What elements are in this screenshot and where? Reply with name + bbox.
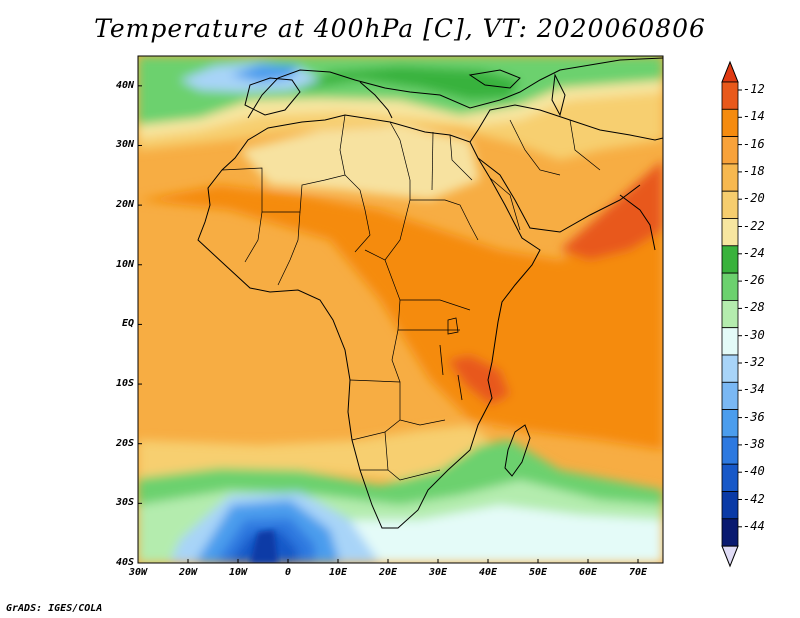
plot-frame — [137, 55, 664, 564]
lon-tick-label: 20E — [378, 567, 398, 578]
colorbar-label: -40 — [743, 464, 765, 479]
lat-tick-label: 10N — [115, 258, 134, 270]
lat-tick-label: 20N — [115, 199, 134, 211]
colorbar-segment — [721, 245, 739, 274]
lon-tick-label: 30E — [428, 567, 448, 578]
iberia — [244, 77, 301, 116]
field-red-eastafrica — [448, 355, 510, 405]
coastlines — [197, 57, 663, 529]
field-southern-light — [138, 425, 490, 480]
colorbar — [721, 60, 742, 568]
colorbar-segment — [721, 381, 739, 410]
colorbar-label: -22 — [743, 218, 765, 233]
lat-tick-label: 30S — [115, 497, 134, 509]
colorbar-segment — [721, 327, 739, 356]
colorbar-label: -16 — [743, 136, 765, 151]
country-borders — [221, 114, 601, 481]
colorbar-segment — [721, 81, 739, 110]
lakes — [439, 317, 463, 401]
colorbar-label: -38 — [743, 436, 765, 451]
lon-tick-label: 10W — [228, 567, 248, 578]
madagascar — [504, 424, 531, 477]
lat-tick-label: 40S — [115, 557, 134, 568]
field-deep-orange — [138, 185, 663, 450]
lat-tick-label: 10S — [115, 378, 134, 390]
black-caspian-outline — [468, 69, 566, 117]
map-title: Temperature at 400hPa [C], VT: 202006080… — [94, 14, 706, 43]
colorbar-segment — [721, 108, 739, 138]
colorbar-label: -44 — [743, 518, 765, 533]
lat-tick-label: EQ — [121, 318, 134, 330]
lon-tick-label: 60E — [578, 567, 598, 578]
colorbar-label: -32 — [743, 355, 765, 369]
colorbar-segment — [721, 299, 739, 329]
lon-tick-label: 50E — [528, 567, 548, 578]
colorbar-label: -14 — [743, 109, 765, 124]
colorbar-segment — [721, 436, 739, 465]
italy — [359, 81, 393, 119]
colorbar-segment — [721, 518, 739, 547]
lon-tick-label: 10E — [328, 567, 348, 578]
arabia-coast — [469, 104, 663, 233]
colorbar-segment — [721, 409, 739, 438]
temperature-field — [138, 56, 663, 563]
colorbar-label: -36 — [743, 409, 765, 424]
credit-label: GrADS: IGES/COLA — [6, 603, 103, 614]
colorbar-segment — [721, 354, 739, 383]
colorbar-label: -28 — [743, 300, 765, 315]
lat-tick-marks — [138, 85, 142, 564]
field-sahara-pale — [240, 125, 480, 200]
field-blue-north — [230, 64, 300, 82]
colorbar-label: -34 — [743, 382, 765, 397]
colorbar-label: -18 — [743, 163, 765, 178]
lon-tick-label: 70E — [628, 567, 648, 578]
colorbar-segment — [721, 190, 739, 219]
lat-tick-label: 30N — [115, 139, 134, 151]
europe-coast — [247, 57, 663, 119]
colorbar-label: -42 — [743, 491, 765, 506]
lon-tick-label: 40E — [478, 567, 498, 578]
india-coast — [619, 194, 656, 251]
colorbar-label: -30 — [743, 327, 765, 342]
lat-tick-label: 40N — [115, 79, 134, 91]
lon-tick-label: 20W — [178, 567, 198, 578]
lon-tick-marks — [137, 559, 639, 563]
lat-tick-label: 20S — [115, 437, 134, 449]
field-darkgreen — [300, 66, 520, 100]
colorbar-label: -12 — [743, 82, 765, 96]
colorbar-over-triangle — [721, 60, 739, 83]
colorbar-segment — [721, 218, 739, 247]
colorbar-segment — [721, 163, 739, 192]
lon-tick-label: 30W — [128, 567, 148, 578]
colorbar-label: -24 — [743, 245, 765, 260]
africa-coastline — [197, 114, 541, 529]
colorbar-segment — [721, 491, 739, 520]
colorbar-label: -20 — [743, 191, 765, 206]
colorbar-segment — [721, 136, 739, 165]
lon-tick-label: 0 — [284, 567, 292, 578]
colorbar-segment — [721, 272, 739, 301]
field-south-core — [250, 530, 278, 563]
colorbar-segment — [721, 463, 739, 492]
colorbar-label: -26 — [743, 273, 765, 288]
colorbar-under-triangle — [721, 545, 739, 568]
field-red-arabia — [560, 160, 663, 260]
